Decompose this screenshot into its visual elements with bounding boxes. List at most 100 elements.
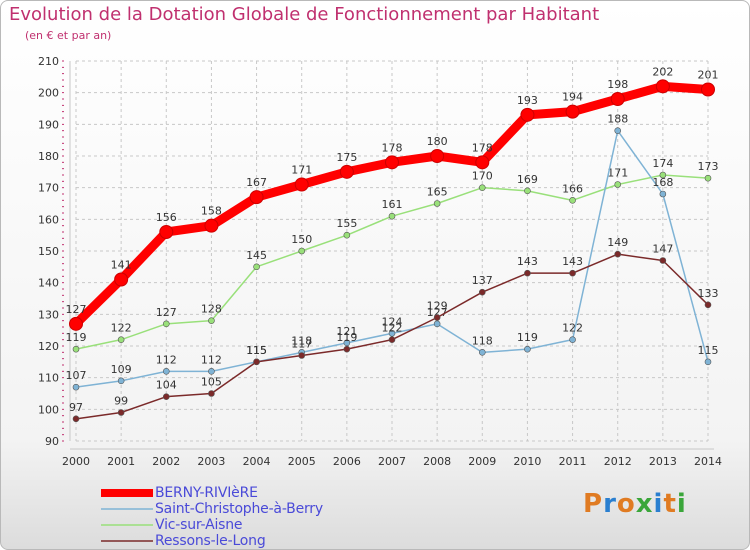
data-label: 121 bbox=[336, 325, 357, 338]
data-point bbox=[569, 336, 576, 343]
data-point bbox=[208, 368, 215, 375]
data-point bbox=[388, 330, 396, 337]
data-point bbox=[162, 393, 170, 400]
data-point bbox=[569, 197, 576, 204]
data-label: 165 bbox=[427, 186, 448, 199]
data-label: 137 bbox=[472, 274, 493, 287]
data-label: 127 bbox=[156, 306, 177, 319]
data-point bbox=[701, 82, 715, 97]
data-label: 158 bbox=[201, 205, 222, 218]
data-label: 112 bbox=[201, 353, 222, 366]
data-point bbox=[569, 269, 576, 277]
data-point bbox=[475, 155, 490, 170]
data-label: 168 bbox=[652, 176, 673, 189]
data-label: 127 bbox=[66, 303, 87, 316]
data-label: 119 bbox=[517, 331, 538, 344]
data-label: 175 bbox=[336, 151, 357, 164]
logo-letter: o bbox=[616, 489, 636, 519]
data-point bbox=[388, 212, 396, 220]
data-point bbox=[524, 187, 531, 195]
data-label: 201 bbox=[698, 69, 719, 82]
data-point bbox=[117, 336, 125, 343]
x-tick-label: 2009 bbox=[468, 455, 496, 468]
data-label: 147 bbox=[652, 243, 673, 256]
y-tick-label: 170 bbox=[38, 182, 59, 195]
data-point bbox=[704, 301, 712, 309]
legend-swatch-saint-christophe bbox=[101, 508, 153, 510]
data-label: 105 bbox=[201, 376, 222, 389]
data-label: 166 bbox=[562, 182, 583, 195]
data-point bbox=[343, 231, 351, 239]
y-tick-label: 180 bbox=[38, 150, 59, 163]
data-label: 115 bbox=[246, 344, 267, 357]
x-tick-label: 2007 bbox=[378, 455, 406, 468]
legend: BERNY-RIVIèRE Saint-Christophe-à-Berry V… bbox=[101, 485, 323, 549]
y-tick-label: 140 bbox=[38, 277, 59, 290]
data-label: 99 bbox=[114, 395, 128, 408]
y-tick-label: 160 bbox=[38, 213, 59, 226]
data-label: 156 bbox=[156, 211, 177, 224]
y-tick-label: 90 bbox=[45, 435, 59, 448]
data-point bbox=[114, 272, 129, 287]
data-point bbox=[659, 171, 667, 179]
data-label: 112 bbox=[156, 353, 177, 366]
data-point bbox=[162, 320, 170, 328]
data-label: 118 bbox=[291, 334, 312, 347]
data-label: 180 bbox=[427, 135, 448, 148]
data-label: 149 bbox=[607, 236, 628, 249]
data-label: 150 bbox=[291, 233, 312, 246]
data-label: 127 bbox=[427, 306, 448, 319]
data-label: 122 bbox=[111, 322, 132, 335]
data-point bbox=[253, 263, 260, 271]
data-point bbox=[433, 320, 441, 328]
data-label: 145 bbox=[246, 249, 267, 262]
data-label: 119 bbox=[336, 331, 357, 344]
data-label: 169 bbox=[517, 173, 538, 186]
y-tick-label: 210 bbox=[38, 55, 59, 68]
y-tick-label: 200 bbox=[38, 87, 59, 100]
x-tick-label: 2013 bbox=[649, 455, 677, 468]
x-tick-label: 2006 bbox=[333, 455, 361, 468]
x-tick-label: 2011 bbox=[559, 455, 587, 468]
legend-swatch-berny bbox=[101, 489, 153, 497]
x-tick-label: 2001 bbox=[107, 455, 135, 468]
data-point bbox=[614, 127, 622, 134]
data-point bbox=[478, 349, 486, 356]
data-point bbox=[478, 288, 486, 296]
data-label: 178 bbox=[472, 141, 493, 154]
data-label: 161 bbox=[382, 198, 403, 211]
data-point bbox=[298, 352, 306, 359]
logo-letter: r bbox=[603, 489, 617, 519]
data-point bbox=[72, 383, 80, 391]
y-tick-label: 110 bbox=[38, 372, 59, 385]
logo-letter: i bbox=[653, 489, 664, 519]
data-point bbox=[430, 149, 445, 163]
data-point bbox=[69, 316, 83, 331]
legend-label-ressons: Ressons-le-Long bbox=[155, 533, 266, 549]
data-label: 170 bbox=[472, 170, 493, 183]
data-point bbox=[343, 345, 351, 353]
data-point bbox=[433, 314, 441, 321]
data-point bbox=[294, 177, 309, 192]
logo-letter: x bbox=[635, 489, 654, 519]
logo-letter: P bbox=[583, 489, 604, 519]
data-label: 194 bbox=[562, 91, 583, 104]
data-label: 115 bbox=[698, 344, 719, 357]
data-label: 173 bbox=[698, 160, 719, 173]
data-label: 119 bbox=[66, 331, 87, 344]
legend-swatch-ressons bbox=[101, 540, 153, 542]
data-label: 109 bbox=[111, 363, 132, 376]
data-point bbox=[655, 79, 670, 94]
data-label: 143 bbox=[562, 255, 583, 268]
data-label: 122 bbox=[382, 322, 403, 335]
data-point bbox=[704, 174, 712, 182]
data-label: 124 bbox=[382, 315, 403, 328]
data-point bbox=[117, 377, 125, 385]
data-point bbox=[208, 317, 215, 324]
legend-label-vic: Vic-sur-Aisne bbox=[155, 517, 243, 533]
y-tick-label: 190 bbox=[38, 118, 59, 131]
data-label: 188 bbox=[607, 113, 628, 126]
legend-item-ressons: Ressons-le-Long bbox=[101, 533, 323, 549]
data-point bbox=[614, 181, 622, 188]
